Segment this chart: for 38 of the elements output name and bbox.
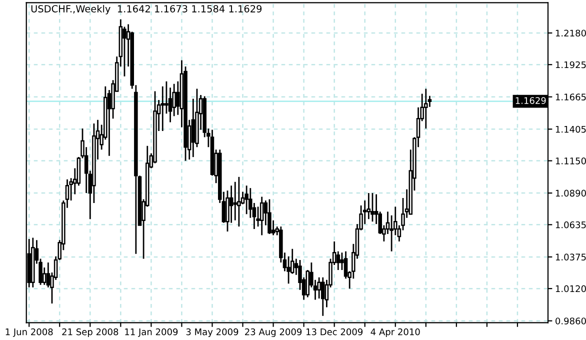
candlestick bbox=[191, 98, 196, 158]
candlestick bbox=[370, 192, 374, 222]
candlestick bbox=[317, 276, 321, 300]
candlestick bbox=[226, 190, 230, 232]
candlestick bbox=[244, 184, 248, 215]
x-tick-label: 11 Jan 2009 bbox=[125, 328, 178, 337]
candlestick bbox=[122, 26, 126, 78]
y-tick-label: 1.0120 bbox=[556, 285, 586, 292]
x-tick-label: 3 May 2009 bbox=[186, 328, 238, 337]
candlestick bbox=[321, 276, 325, 317]
y-tick-label: 1.1925 bbox=[556, 61, 586, 68]
candlestick bbox=[260, 196, 264, 236]
x-tick-label: 23 Aug 2009 bbox=[245, 328, 302, 337]
y-tick-label: 1.0635 bbox=[556, 221, 586, 228]
y-tick-label: 1.0890 bbox=[556, 190, 586, 197]
y-tick-label: 1.1405 bbox=[556, 126, 586, 133]
y-tick-label: 0.9860 bbox=[556, 318, 586, 324]
chart-title: USDCHF.,Weekly 1.1642 1.1673 1.1584 1.1629 bbox=[31, 4, 262, 14]
x-tick-label: 21 Sep 2008 bbox=[62, 328, 118, 337]
candlestick bbox=[256, 206, 260, 228]
x-tick-label: 13 Dec 2009 bbox=[306, 328, 363, 336]
candlestick bbox=[160, 86, 165, 132]
candlestick bbox=[268, 198, 272, 235]
ref-line-label: 1.1629 bbox=[516, 97, 546, 104]
candlestick bbox=[366, 192, 371, 220]
y-tick-label: 1.1665 bbox=[556, 94, 586, 100]
x-tick-label: 4 Apr 2010 bbox=[370, 328, 420, 337]
candlestick bbox=[286, 256, 290, 284]
y-tick-label: 1.2180 bbox=[556, 30, 586, 37]
candlestick bbox=[164, 80, 168, 114]
candlestick bbox=[229, 184, 234, 224]
candlestick bbox=[237, 176, 241, 228]
candlestick bbox=[336, 250, 340, 271]
candlestick bbox=[424, 88, 428, 130]
y-tick-label: 1.1150 bbox=[556, 158, 586, 164]
candlestick bbox=[233, 181, 238, 222]
x-tick-label: 1 Jun 2008 bbox=[6, 328, 53, 337]
y-tick-label: 1.0375 bbox=[556, 254, 586, 260]
